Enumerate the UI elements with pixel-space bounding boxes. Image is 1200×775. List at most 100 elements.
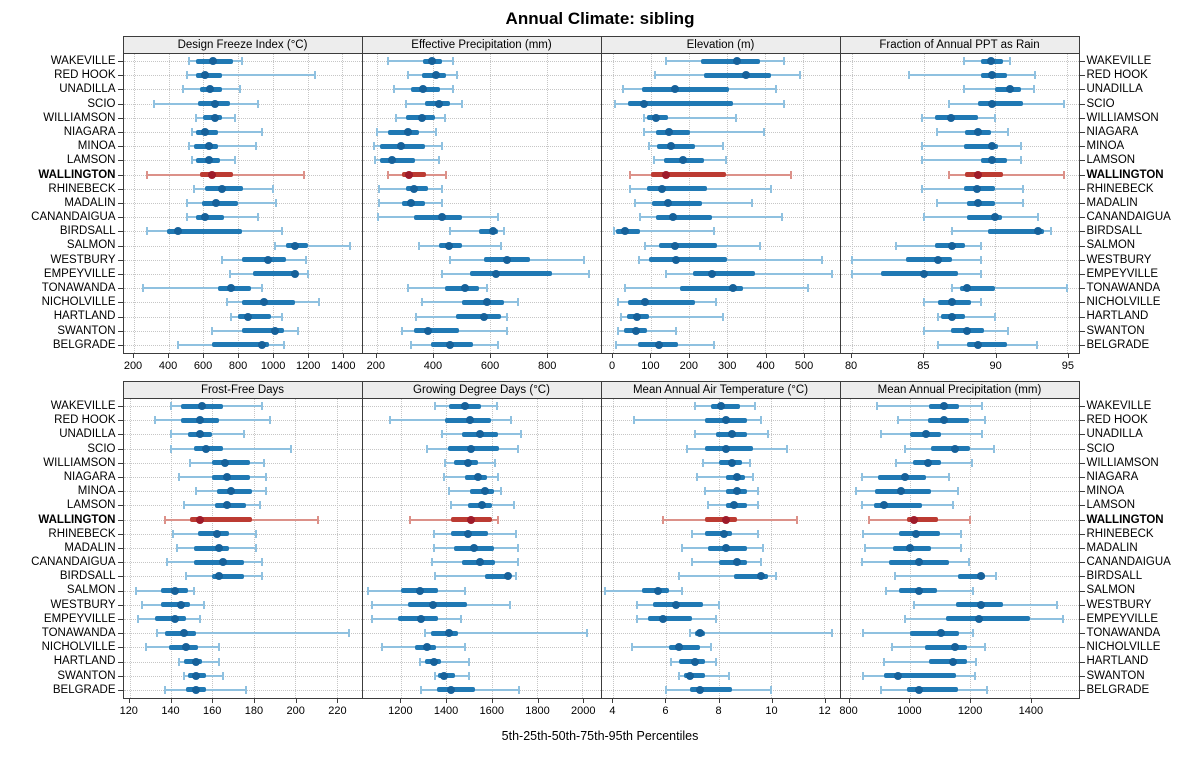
percentile-whisker-5-95	[388, 60, 454, 63]
median-dot	[191, 657, 200, 666]
whisker-cap-95th	[781, 213, 784, 222]
panel-effective-precipitation-mm-: Effective Precipitation (mm) 200 400 600 800	[361, 36, 602, 376]
site-label-lamson: LAMSON	[1086, 499, 1136, 512]
site-label-swanton: SWANTON	[57, 324, 116, 337]
median-dot	[896, 487, 905, 496]
axis-tick	[432, 354, 434, 358]
site-label-westbury: WESTBURY	[50, 598, 116, 611]
axis-tick	[1067, 354, 1069, 358]
whisker-cap-5th	[170, 430, 173, 439]
median-dot	[503, 572, 512, 581]
whisker-cap-5th	[636, 600, 638, 609]
axis-tick-label: 120	[119, 705, 138, 717]
site-label-westbury: WESTBURY	[1086, 253, 1152, 266]
whisker-cap-5th	[191, 156, 194, 165]
whisker-cap-5th	[636, 614, 638, 623]
percentile-box-25-75	[710, 403, 740, 409]
median-dot	[210, 113, 219, 122]
whisker-cap-5th	[380, 643, 383, 652]
median-dot	[661, 170, 670, 179]
whisker-cap-5th	[423, 629, 426, 638]
whisker-cap-95th	[970, 458, 973, 467]
median-dot	[914, 558, 923, 567]
whisker-cap-95th	[494, 458, 497, 467]
percentile-box-25-75	[924, 644, 968, 650]
median-dot	[476, 430, 485, 439]
whisker-cap-95th	[1008, 57, 1011, 66]
axis-tick-label: 140	[161, 705, 180, 717]
whisker-cap-95th	[762, 544, 765, 552]
site-label-empeyville: EMPEYVILLE	[1086, 612, 1159, 625]
median-dot	[480, 487, 489, 496]
whisker-cap-5th	[195, 113, 198, 122]
site-label-nicholville: NICHOLVILLE	[41, 641, 116, 654]
percentile-box-25-75	[679, 285, 744, 291]
axis-tick	[128, 699, 130, 703]
panel-plot-effective-precipitation-mm-	[361, 54, 602, 354]
percentile-whisker-5-95	[679, 575, 777, 578]
median-dot	[196, 515, 205, 524]
percentile-box-25-75	[930, 446, 971, 452]
site-label-nicholville: NICHOLVILLE	[1086, 641, 1161, 654]
median-dot	[417, 614, 426, 623]
whisker-cap-95th	[756, 529, 759, 538]
gridline-horizontal	[123, 590, 362, 592]
site-label-birdsall: BIRDSALL	[1086, 570, 1143, 583]
site-label-unadilla: UNADILLA	[59, 428, 116, 441]
row-tick-left	[117, 103, 123, 105]
percentile-box-25-75	[906, 687, 958, 693]
row-tick-left	[117, 448, 123, 450]
whisker-cap-5th	[184, 572, 187, 581]
row-tick-left	[117, 590, 123, 592]
percentile-box-25-75	[906, 517, 939, 523]
whisker-cap-5th	[890, 643, 893, 652]
median-dot	[923, 458, 932, 467]
median-dot	[290, 241, 299, 250]
axis-tick-label: 500	[794, 360, 814, 372]
whisker-cap-5th	[624, 284, 627, 293]
whisker-cap-5th	[182, 671, 185, 680]
axis-tick	[343, 354, 345, 358]
axis-tick	[688, 354, 690, 358]
whisker-cap-95th	[1035, 340, 1038, 349]
percentile-whisker-5-95	[171, 447, 292, 450]
panel-axis-effective-precipitation-mm-: 200 400 600 800	[362, 354, 602, 376]
row-tick-right	[1079, 288, 1085, 290]
panel-header-design-freeze-index-c-: Design Freeze Index (°C)	[122, 36, 363, 54]
whisker-cap-95th	[440, 142, 443, 151]
percentile-box-25-75	[693, 271, 755, 277]
whisker-cap-5th	[225, 298, 228, 307]
percentile-whisker-5-95	[952, 287, 1068, 290]
whisker-cap-95th	[980, 269, 982, 278]
whisker-cap-95th	[981, 402, 984, 411]
whisker-cap-95th	[283, 340, 286, 349]
whisker-cap-5th	[630, 643, 633, 652]
whisker-cap-5th	[665, 57, 668, 66]
axis-tick	[970, 699, 972, 703]
whisker-cap-5th	[449, 227, 452, 236]
axis-tick-label: 600	[193, 360, 213, 372]
median-dot	[257, 340, 266, 349]
percentile-whisker-5-95	[909, 74, 1036, 77]
whisker-cap-5th	[370, 614, 373, 623]
row-tick-left	[117, 647, 123, 649]
site-label-empeyville: EMPEYVILLE	[43, 612, 116, 625]
percentile-whisker-5-95	[689, 632, 832, 635]
axis-tick	[650, 354, 652, 358]
whisker-cap-95th	[516, 444, 519, 453]
site-label-belgrade: BELGRADE	[1086, 338, 1150, 351]
percentile-box-25-75	[873, 502, 922, 508]
whisker-cap-95th	[263, 458, 266, 467]
gridline-horizontal	[362, 174, 601, 176]
median-dot	[914, 586, 923, 595]
row-tick-left	[117, 203, 123, 204]
whisker-cap-95th	[496, 402, 499, 411]
median-dot	[663, 199, 672, 207]
median-dot	[429, 657, 438, 666]
whisker-cap-95th	[588, 269, 591, 278]
whisker-cap-5th	[170, 444, 173, 453]
whisker-cap-5th	[895, 458, 898, 467]
site-label-wallington: WALLINGTON	[1086, 513, 1164, 526]
row-tick-right	[1079, 491, 1085, 493]
median-dot	[972, 184, 981, 193]
